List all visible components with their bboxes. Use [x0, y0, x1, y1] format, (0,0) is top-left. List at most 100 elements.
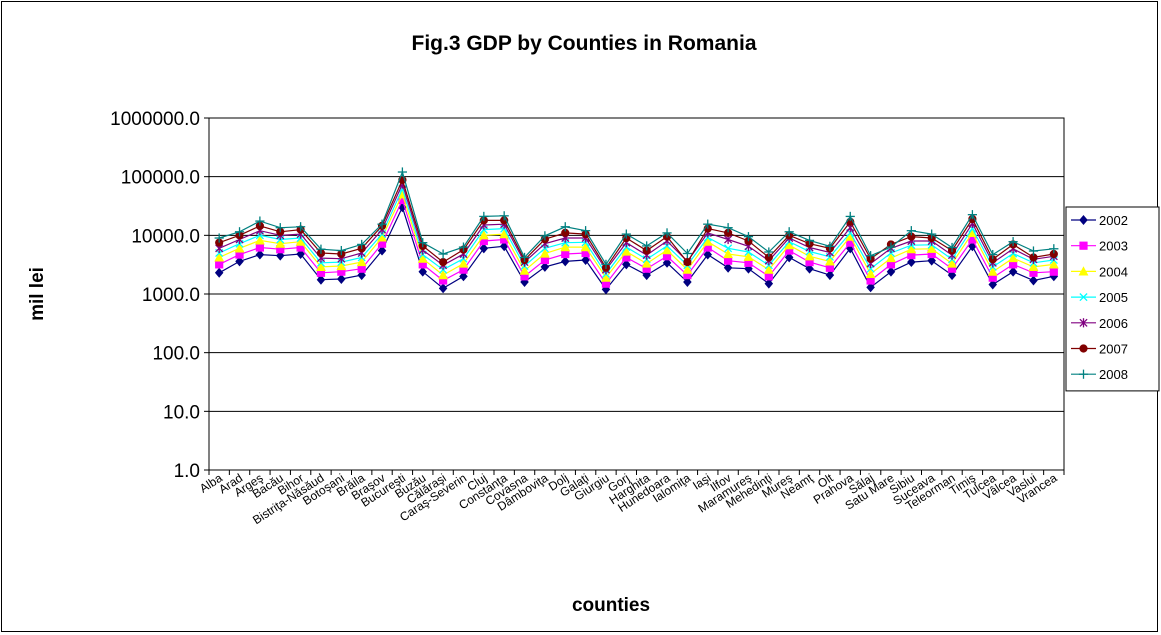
data-point: [886, 252, 896, 263]
data-point: [967, 210, 977, 220]
legend-item-2008: 2008: [1071, 367, 1128, 382]
data-point: [641, 258, 652, 268]
legend-item-2002: 2002: [1071, 213, 1128, 228]
data-point: [784, 252, 794, 263]
y-axis-label: mil lei: [27, 267, 48, 321]
data-point: [988, 279, 998, 290]
data-point: [1008, 252, 1019, 263]
data-point: [723, 223, 733, 233]
data-point: [1049, 267, 1058, 276]
legend-marker: [1079, 318, 1088, 328]
data-point: [763, 264, 774, 274]
data-point: [418, 266, 428, 277]
data-point: [519, 252, 530, 263]
data-point: [397, 167, 407, 177]
data-point: [337, 274, 346, 284]
data-point: [1048, 259, 1059, 269]
data-point: [458, 258, 469, 268]
data-point: [560, 256, 570, 267]
data-point: [1028, 261, 1039, 271]
data-point: [927, 255, 936, 266]
data-point: [438, 249, 448, 259]
data-point: [743, 232, 754, 242]
data-point: [357, 270, 366, 281]
data-point: [581, 226, 591, 236]
data-point: [255, 243, 264, 252]
data-point: [499, 211, 509, 221]
data-point: [723, 248, 734, 259]
data-point: [621, 229, 631, 239]
data-point: [478, 230, 489, 240]
data-point: [336, 245, 346, 256]
data-point: [561, 249, 570, 259]
data-point: [357, 239, 367, 250]
data-point: [296, 249, 305, 260]
data-point: [479, 211, 489, 222]
series-2003: [215, 195, 1058, 288]
data-point: [601, 272, 611, 282]
data-point: [724, 256, 733, 265]
data-point: [988, 249, 998, 260]
data-point: [560, 241, 571, 252]
data-point: [683, 277, 692, 287]
legend-label: 2002: [1099, 213, 1128, 228]
legend-item-2003: 2003: [1071, 239, 1128, 254]
data-point: [947, 258, 957, 268]
data-point: [417, 253, 428, 263]
data-point: [703, 219, 713, 229]
data-point: [418, 238, 428, 248]
y-tick-label: 100000.0: [121, 168, 200, 189]
data-point: [214, 252, 225, 262]
data-point: [743, 251, 754, 261]
legend-marker: [1079, 241, 1088, 250]
data-point: [865, 268, 876, 279]
data-point: [275, 250, 285, 261]
data-point: [947, 270, 957, 281]
data-point: [947, 242, 957, 253]
data-point: [438, 283, 448, 294]
legend-label: 2007: [1099, 342, 1128, 357]
series-2004: [214, 189, 1059, 282]
legend-label: 2003: [1099, 239, 1128, 254]
data-point: [866, 282, 875, 293]
data-point: [316, 244, 326, 254]
data-point: [560, 222, 570, 232]
data-point: [845, 211, 855, 222]
data-point: [886, 266, 896, 277]
data-point: [540, 231, 550, 241]
plot-area: 1.0 10.0 100.0 1000.0 10000.0 100000.0 1000000…: [110, 109, 1065, 527]
legend: 2002 2003 2004 2005 2006 2007 2008: [1065, 206, 1160, 392]
data-point: [356, 256, 367, 267]
data-point: [662, 244, 672, 255]
data-point: [927, 229, 937, 239]
data-point: [804, 251, 815, 261]
legend-marker: [1079, 215, 1088, 225]
data-point: [234, 227, 245, 237]
data-point: [601, 259, 611, 269]
data-point: [438, 269, 449, 280]
data-point: [234, 243, 245, 253]
data-point: [621, 246, 632, 256]
data-point: [377, 245, 387, 256]
series-2002: [214, 202, 1059, 295]
data-point: [581, 255, 590, 265]
legend-marker: [1079, 344, 1088, 353]
data-point: [906, 244, 917, 254]
chart-title: Fig.3 GDP by Counties in Romania: [412, 32, 757, 55]
data-point: [458, 242, 469, 252]
x-axis-label: counties: [572, 595, 650, 616]
legend-item-2006: 2006: [1071, 316, 1128, 331]
data-point: [275, 238, 286, 248]
data-point: [499, 228, 510, 239]
data-point: [519, 265, 530, 275]
data-point: [580, 241, 591, 252]
data-point: [907, 257, 916, 268]
legend-label: 2008: [1099, 367, 1128, 382]
data-point: [866, 251, 876, 261]
data-point: [825, 270, 835, 281]
data-point: [662, 228, 672, 238]
data-point: [539, 248, 550, 258]
data-point: [805, 263, 814, 274]
data-point: [439, 257, 448, 267]
